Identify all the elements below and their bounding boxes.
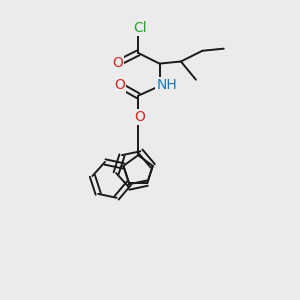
Text: O: O — [112, 56, 123, 70]
Text: O: O — [115, 79, 125, 92]
Text: O: O — [134, 110, 145, 124]
Text: Cl: Cl — [134, 21, 147, 35]
Text: NH: NH — [157, 78, 177, 92]
